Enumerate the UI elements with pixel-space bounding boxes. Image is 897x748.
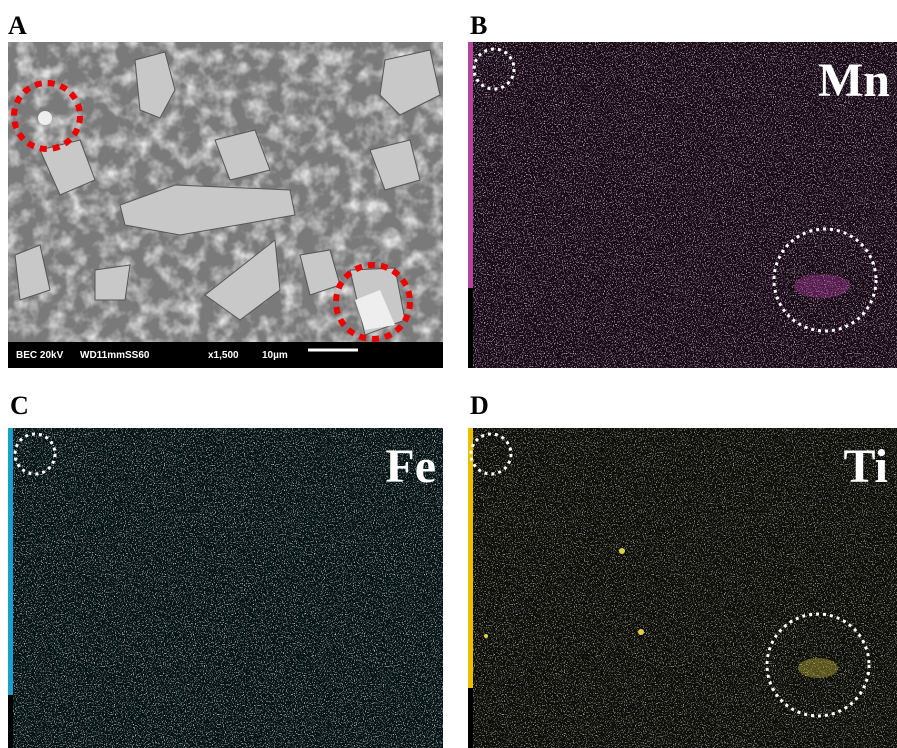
- panel-d: D Ti: [468, 391, 897, 748]
- color-bar-base: [468, 688, 473, 748]
- color-bar: [468, 428, 473, 688]
- element-label: Mn: [818, 54, 890, 107]
- info-text: x1,500: [208, 350, 239, 361]
- color-bar: [468, 42, 473, 288]
- hotspot: [794, 274, 850, 298]
- element-label: Ti: [844, 440, 888, 493]
- eds-signal: [8, 428, 443, 748]
- panel-label: B: [470, 11, 487, 40]
- color-bar-base: [468, 288, 473, 368]
- panel-label: D: [470, 391, 489, 420]
- panel-b: B Mn: [468, 11, 897, 368]
- element-label: Fe: [385, 440, 436, 493]
- panel-c: C Fe: [8, 391, 443, 748]
- panel-label: C: [10, 391, 29, 420]
- panel-label: A: [8, 11, 27, 40]
- color-bar-base: [8, 695, 13, 748]
- eds-signal: [468, 428, 897, 748]
- info-text: WD11mmSS60: [80, 350, 150, 361]
- figure: A BEC 20kV WD11mmSS60 x1,500 10µm: [0, 0, 897, 748]
- info-text: 10µm: [262, 350, 288, 361]
- info-text: BEC 20kV: [16, 350, 64, 361]
- panel-a: A BEC 20kV WD11mmSS60 x1,500 10µm: [8, 11, 443, 368]
- color-bar: [8, 428, 13, 695]
